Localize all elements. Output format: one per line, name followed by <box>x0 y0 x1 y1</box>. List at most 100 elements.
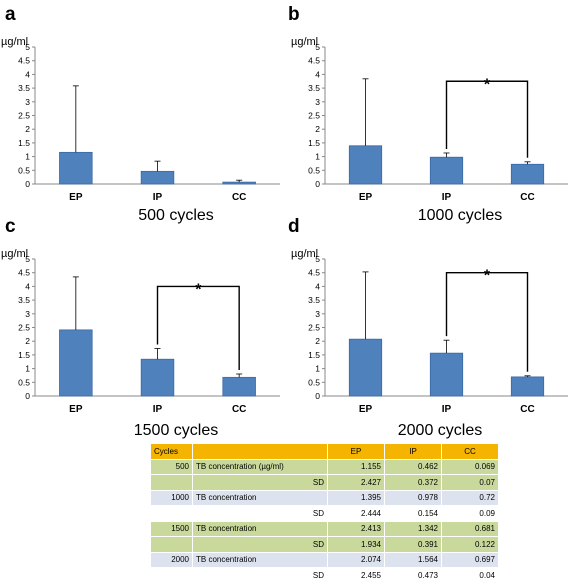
table-header-cell: EP <box>327 443 385 460</box>
table-header-cell: CC <box>441 443 499 460</box>
significance-star: * <box>484 268 491 285</box>
y-tick-label: 3.5 <box>308 83 320 93</box>
y-tick-label: 4.5 <box>308 268 320 278</box>
table-cell: 0.72 <box>441 489 499 506</box>
table-cell: 2.444 <box>327 505 385 522</box>
x-tick-label: CC <box>232 404 246 415</box>
x-tick-label: IP <box>153 404 163 415</box>
bar-ep <box>348 145 383 185</box>
y-tick-label: 1 <box>25 364 30 374</box>
y-tick-label: 0.5 <box>308 165 320 175</box>
bar-cc <box>222 181 256 185</box>
bar-cc <box>510 376 545 397</box>
data-table: Cycles EP IP CC 500 TB concentration (µg/ml) 1… <box>150 443 499 584</box>
bar-ep <box>59 151 93 185</box>
table-cell: 1.934 <box>327 536 385 553</box>
table-cell: SD <box>192 474 328 491</box>
y-tick-label: 2.5 <box>308 323 320 333</box>
x-tick-label: EP <box>69 404 83 415</box>
x-tick-label: IP <box>442 192 452 203</box>
y-tick-label: 2 <box>315 336 320 346</box>
x-tick-label: IP <box>442 404 452 415</box>
x-tick-label: CC <box>232 192 246 203</box>
table-cell: TB concentration (µg/ml) <box>192 458 328 475</box>
y-tick-label: 5 <box>25 42 30 52</box>
y-tick-label: 3 <box>315 97 320 107</box>
table-cell <box>150 536 193 553</box>
charts-figure: a µg/ml 0 0.5 1 1.5 2 2.5 3 3.5 4 4.5 5 EP IP CC 500 cyc… <box>1 4 568 439</box>
y-tick-label: 0.5 <box>18 165 30 175</box>
y-tick-label: 4.5 <box>18 268 30 278</box>
table-cell: 0.697 <box>441 551 499 568</box>
y-tick-label: 3 <box>25 97 30 107</box>
significance-bracket <box>445 80 529 158</box>
y-tick-label: 2 <box>25 336 30 346</box>
y-tick-label: 3.5 <box>18 295 30 305</box>
table-cell: 2000 <box>150 551 193 568</box>
table-cell: 2.074 <box>327 551 385 568</box>
table-cell: 1500 <box>150 520 193 537</box>
y-tick-label: 2.5 <box>18 111 30 121</box>
table-cell: 1.155 <box>327 458 385 475</box>
table-cell <box>150 474 193 491</box>
y-tick-label: 1.5 <box>18 350 30 360</box>
table-cell: 1.564 <box>384 551 442 568</box>
table-cell: 0.978 <box>384 489 442 506</box>
chart-title: 1500 cycles <box>134 422 219 439</box>
y-tick-label: 4 <box>25 69 30 79</box>
table-cell: 1.395 <box>327 489 385 506</box>
table-cell: 2.413 <box>327 520 385 537</box>
table-cell: 0.122 <box>441 536 499 553</box>
y-tick-label: 3.5 <box>18 83 30 93</box>
table-header-cell: Cycles <box>150 443 193 460</box>
table-cell: 0.09 <box>441 505 499 522</box>
y-tick-label: 0.5 <box>18 377 30 387</box>
x-tick-label: CC <box>520 404 534 415</box>
y-tick-label: 5 <box>315 254 320 264</box>
table-cell <box>150 505 193 522</box>
chart-title: 1000 cycles <box>418 207 503 224</box>
table-row: 1500 TB concentration 2.413 1.342 0.681 <box>150 520 499 537</box>
y-axis-label: µg/ml <box>1 248 28 260</box>
bar-ep <box>348 338 383 397</box>
y-tick-label: 1 <box>315 364 320 374</box>
table-cell: 0.681 <box>441 520 499 537</box>
y-tick-label: 3 <box>25 309 30 319</box>
y-tick-label: 1 <box>25 152 30 162</box>
table-cell: 500 <box>150 458 193 475</box>
y-tick-label: 4.5 <box>308 56 320 66</box>
table-cell: TB concentration <box>192 520 328 537</box>
y-tick-label: 1.5 <box>308 138 320 148</box>
table-cell: 0.372 <box>384 474 442 491</box>
table-header-cell: IP <box>384 443 442 460</box>
chart-panel-c <box>32 258 280 397</box>
y-tick-label: 3 <box>315 309 320 319</box>
chart-panel-b <box>322 46 568 185</box>
x-tick-label: EP <box>69 192 83 203</box>
bar-cc <box>510 163 545 185</box>
table-cell: 0.069 <box>441 458 499 475</box>
panel-letter: b <box>288 4 300 25</box>
chart-panel-d <box>322 258 568 397</box>
y-tick-label: 4 <box>25 281 30 291</box>
y-tick-label: 1 <box>315 152 320 162</box>
table-cell: 0.07 <box>441 474 499 491</box>
chart-panel-a <box>32 46 280 185</box>
y-tick-label: 1.5 <box>18 138 30 148</box>
table-cell: 2.427 <box>327 474 385 491</box>
bar-ip <box>140 358 175 397</box>
table-cell: 0.04 <box>441 567 499 584</box>
y-axis-label: µg/ml <box>291 36 318 48</box>
y-tick-label: 5 <box>25 254 30 264</box>
table-cell: SD <box>192 505 328 522</box>
table-row: SD 2.444 0.154 0.09 <box>150 505 499 522</box>
bar-ep <box>59 329 93 397</box>
y-tick-label: 0 <box>315 391 320 401</box>
panel-letter: c <box>5 216 16 237</box>
y-axis-label: µg/ml <box>291 248 318 260</box>
table-row: SD 1.934 0.391 0.122 <box>150 536 499 553</box>
table-row: 500 TB concentration (µg/ml) 1.155 0.462 0.0… <box>150 458 499 475</box>
table-cell: SD <box>192 536 328 553</box>
table-cell: 0.462 <box>384 458 442 475</box>
y-tick-label: 2 <box>25 124 30 134</box>
